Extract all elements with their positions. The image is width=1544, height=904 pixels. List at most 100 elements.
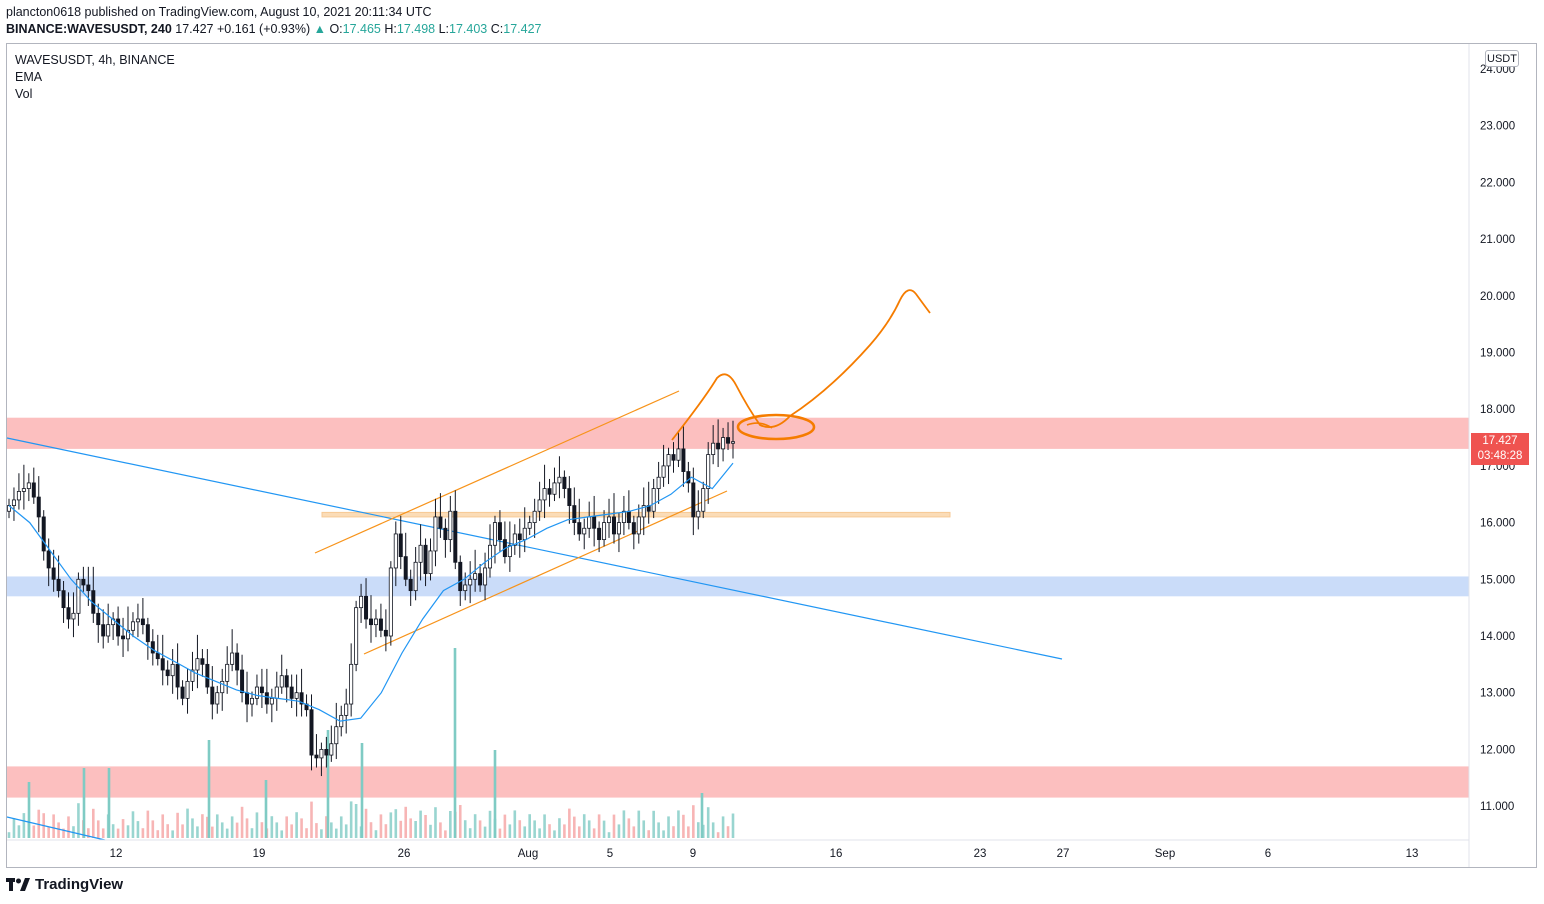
volume-bar [285,816,288,838]
candle-body [383,629,388,637]
volume-bar [354,804,358,838]
volume-bar [444,830,447,838]
volume-bar [518,820,522,838]
volume-bar [478,820,482,838]
currency-unit-button[interactable]: USDT [1485,50,1519,67]
candle-body [671,454,676,461]
candle-body [701,488,706,512]
low-value: 17.403 [449,22,488,36]
candle-body [408,578,413,592]
candle-body [51,567,56,580]
legend-symbol[interactable]: WAVESUSDT, 4h, BINANCE [15,53,175,67]
current-price-tag: 17.427 03:48:28 [1471,433,1529,465]
candle-body [249,697,254,705]
candle-body [562,476,567,489]
volume-bar [235,822,239,838]
y-tick-label: 15.000 [1480,574,1515,586]
candle-body [557,476,562,484]
candle-body [497,522,502,541]
candle-body [636,516,641,535]
volume-bar [141,828,145,838]
volume-bar [131,811,135,838]
legend-ema[interactable]: EMA [15,70,43,84]
candle-body [428,550,433,575]
volume-bar [290,824,293,838]
candle-body [582,527,587,535]
symbol-name[interactable]: BINANCE:WAVESUSDT, 240 [6,22,172,36]
candle-body [572,505,577,523]
volume-bar [270,816,274,838]
candle-body [364,595,369,620]
candle-body [344,703,349,716]
candle-body [592,516,597,529]
current-price-label: 17.427 [1482,435,1518,447]
candle-body [185,680,190,699]
high-value: 17.498 [396,22,436,36]
candle-body [349,663,354,705]
x-tick-label: 12 [110,848,123,860]
volume-spike [453,648,457,838]
volume-bar [57,822,60,838]
volume-bar [617,824,621,838]
volume-bar [632,826,636,838]
candle-body [245,692,250,705]
volume-bar [394,809,398,838]
volume-bar [523,826,527,838]
candle-body [512,533,517,546]
tradingview-footer[interactable]: TradingView [6,876,123,893]
zone-resistance [7,417,1469,449]
candle-body [602,522,607,541]
candle-body [26,482,31,489]
candle-body [433,516,438,552]
candle-body [691,482,696,518]
volume-bar [161,814,165,838]
volume-bar [439,822,442,838]
candle-body [527,522,532,529]
volume-bar [553,830,556,838]
candle-body [259,686,264,694]
candle-body [220,680,225,694]
volume-bar [563,824,566,838]
volume-spike [700,793,704,838]
candle-body [126,629,131,640]
candle-body [269,697,274,705]
candle-body [309,709,314,756]
candle-body [706,454,711,489]
x-tick-label: 6 [1265,848,1271,860]
volume-bar [240,806,244,838]
candle-body [621,510,626,524]
volume-bar [255,812,259,838]
volume-bar [181,824,184,838]
volume-bar [404,806,408,838]
y-tick-label: 16.000 [1480,518,1515,530]
channel-lower-line [363,490,728,655]
legend-vol[interactable]: Vol [15,87,33,101]
chart-frame[interactable] [6,43,1537,868]
volume-bar [468,828,472,838]
zone-support [7,576,1469,597]
candle-body [661,465,666,478]
candle-body [66,607,71,620]
published-info: plancton0618 published on TradingView.co… [6,5,432,19]
volume-bar [458,805,462,838]
volume-bar [652,810,655,838]
candle-body [319,749,324,759]
y-tick-label: 19.000 [1480,348,1515,360]
candle-body [279,675,284,688]
volume-bar [126,825,130,838]
volume-bar [250,828,254,838]
candle-body [631,522,636,535]
volume-bar [612,814,616,838]
candle-body [458,561,463,592]
volume-bar [47,826,50,838]
volume-bar [726,826,730,838]
volume-bar [533,820,536,838]
candle-body [71,612,76,620]
x-tick-label: Aug [518,848,538,860]
y-tick-label: 23.000 [1480,121,1515,133]
candle-body [626,510,631,524]
candle-body [41,516,46,552]
volume-bar [305,828,308,838]
candle-body [378,618,383,631]
